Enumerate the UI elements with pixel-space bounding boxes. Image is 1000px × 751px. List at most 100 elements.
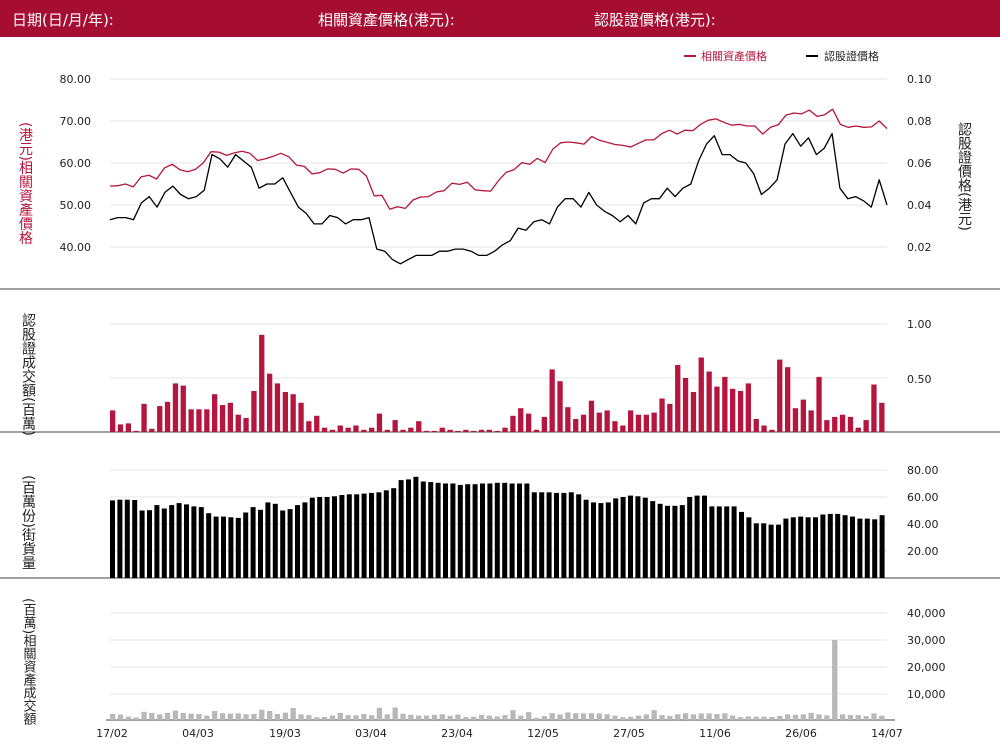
asset-turnover-bar [369, 715, 375, 720]
asset-turnover-bar [439, 714, 445, 721]
warrant-turnover-bar [533, 429, 540, 432]
asset-turnover-bar [314, 717, 320, 720]
right-tick: 0.10 [907, 73, 932, 86]
asset-turnover-bar [353, 715, 359, 720]
asset-turnover-bar [824, 715, 830, 720]
wt-tick: 0.50 [907, 373, 932, 386]
warrant-turnover-bar [620, 425, 626, 432]
left-y-ticks: 80.00 70.00 60.00 50.00 40.00 [60, 73, 92, 254]
warrant-turnover-bar [596, 412, 602, 432]
asset-turnover-bar [494, 716, 500, 720]
street-stock-bar [628, 495, 633, 578]
asset-turnover-bar [690, 714, 697, 721]
asset-price-line [109, 108, 888, 210]
asset-turnover-bar [682, 713, 689, 720]
street-stock-bar [813, 517, 818, 579]
street-stock-bar [568, 492, 574, 578]
asset-turnover-bar [635, 715, 642, 720]
warrant-turnover-bar [243, 418, 249, 432]
street-stock-bar [502, 482, 508, 578]
street-stock-bar [250, 507, 256, 578]
x-label: 11/06 [699, 727, 731, 740]
asset-turnover-bar [141, 711, 147, 720]
warrant-turnover-bar [172, 383, 179, 432]
warrant-turnover-bar [117, 424, 124, 432]
warrant-turnover-bar [400, 429, 406, 432]
ss-tick: 40.00 [907, 518, 939, 531]
street-stock-bar [546, 492, 552, 578]
right-tick: 0.08 [907, 115, 932, 128]
at-tick: 10,000 [907, 688, 946, 701]
street-stock-bar [820, 514, 826, 578]
left-axis-title: (港元)相關資產價格 [17, 122, 33, 245]
asset-turnover-bar [628, 716, 634, 720]
right-y-ticks: 0.10 0.08 0.06 0.04 0.02 [907, 73, 932, 254]
asset-turnover-bar [526, 712, 532, 720]
warrant-turnover-bar [753, 419, 759, 432]
street-stock-bar [850, 516, 855, 578]
warrant-turnover-bar [235, 414, 241, 432]
asset-turnover-bar [839, 714, 846, 721]
warrant-turnover-bar [612, 421, 618, 432]
x-label: 23/04 [441, 727, 473, 740]
street-stock-bar [694, 495, 700, 578]
street-stock-bars [110, 476, 885, 579]
street-stock-bar [435, 482, 441, 578]
warrant-turnover-bar [251, 391, 257, 432]
warrant-turnover-bar [832, 416, 838, 432]
asset-turnover-bar [659, 715, 665, 720]
asset-price-label: 相關資產價格(港元): [318, 11, 455, 29]
street-stock-bar [413, 476, 419, 579]
warrant-turnover-bar [314, 415, 320, 432]
street-stock-bar [561, 492, 567, 578]
street-stock-bar [665, 505, 670, 578]
warrant-turnover-bar [518, 408, 524, 432]
x-label: 27/05 [613, 727, 645, 740]
at-tick: 40,000 [907, 607, 946, 620]
warrant-turnover-bar [219, 405, 226, 432]
street-stock-bar [309, 497, 315, 578]
asset-turnover-bar [282, 712, 288, 720]
asset-turnover-bar [714, 714, 720, 720]
asset-turnover-bar [471, 716, 477, 720]
street-stock-bar [531, 492, 537, 578]
at-tick: 20,000 [907, 661, 946, 674]
warrant-turnover-bar [675, 365, 681, 432]
legend-label-asset: 相關資產價格 [701, 49, 767, 63]
warrant-turnover-bar [306, 421, 312, 432]
warrant-turnover-bar [761, 425, 767, 432]
street-stock-bar [339, 495, 345, 578]
warrant-turnover-bar [816, 376, 822, 432]
warrant-turnover-bar [478, 429, 485, 432]
street-stock-bar [272, 503, 278, 579]
asset-turnover-bar [612, 715, 618, 720]
warrant-turnover-bar [808, 410, 814, 432]
asset-turnover-bar [204, 715, 210, 720]
street-stock-bar [805, 517, 811, 579]
street-stock-bar [598, 503, 604, 578]
asset-turnover-bar [196, 714, 202, 720]
warrant-turnover-bar [730, 388, 736, 432]
warrant-price-line [109, 132, 888, 265]
asset-turnover-bar [290, 708, 296, 720]
street-stock-bar [228, 517, 234, 579]
warrant-turnover-bar [431, 430, 438, 432]
x-label: 03/04 [355, 727, 387, 740]
asset-turnover-ticks: 40,000 30,000 20,000 10,000 [907, 607, 946, 701]
ss-tick: 20.00 [907, 545, 939, 558]
street-stock-bar [842, 515, 848, 578]
street-stock-bar [731, 506, 737, 578]
warrant-turnover-bar [659, 398, 665, 432]
asset-turnover-bar [274, 714, 281, 720]
asset-turnover-bar [423, 715, 430, 720]
warrant-turnover-bar [651, 412, 657, 432]
warrant-turnover-bar [698, 357, 704, 432]
street-stock-bar [583, 499, 589, 578]
warrant-turnover-bar [714, 386, 720, 432]
warrant-turnover-bar [369, 427, 375, 432]
date-label: 日期(日/月/年): [12, 11, 114, 29]
street-stock-bar [524, 483, 530, 578]
asset-turnover-bar [596, 713, 602, 720]
street-stock-bar [480, 483, 485, 578]
